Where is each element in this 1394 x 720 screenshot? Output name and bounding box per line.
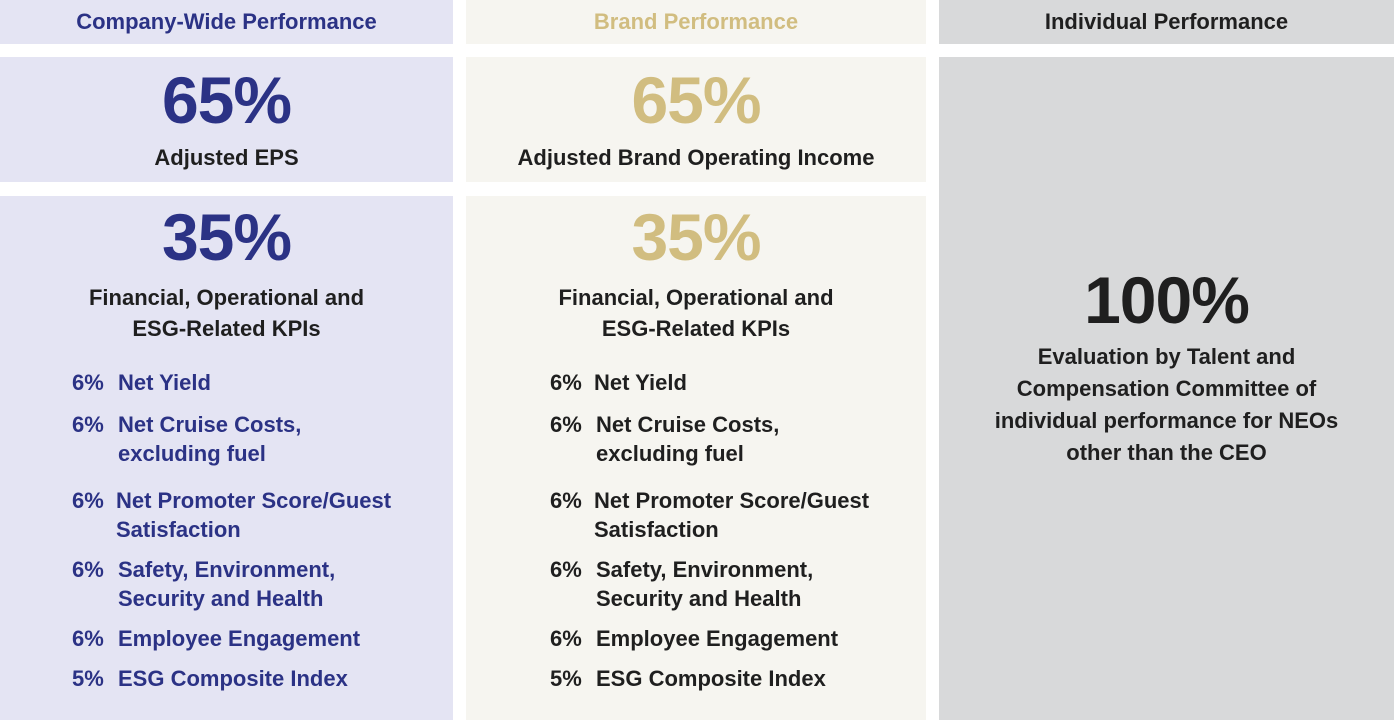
kpi-item: 6% Employee Engagement (550, 624, 838, 653)
kpi-pct: 6% (550, 626, 582, 651)
kpi-pct: 6% (72, 557, 104, 582)
kpi-item: 5% ESG Composite Index (72, 664, 348, 693)
kpi-item: 6% Safety, Environment, Security and Hea… (72, 555, 335, 613)
kpi-label: Net Cruise Costs, excluding fuel (596, 412, 780, 466)
kpi-item: 6% Net Yield (550, 368, 687, 397)
kpi-pct: 5% (72, 666, 104, 691)
kpi-item: 6% Net Cruise Costs, excluding fuel (550, 410, 779, 468)
company-wide-header: Company-Wide Performance (0, 0, 453, 44)
kpi-label: ESG Composite Index (596, 666, 826, 691)
kpi-label: Net Promoter Score/Guest Satisfaction (594, 488, 870, 542)
brand-primary-pct: 65% (631, 63, 761, 137)
kpi-label: Net Promoter Score/Guest Satisfaction (116, 488, 392, 542)
kpi-label: Employee Engagement (596, 626, 839, 651)
kpi-item: 6% Employee Engagement (72, 624, 360, 653)
brand-kpi-panel: 35% Financial, Operational and ESG-Relat… (466, 196, 926, 720)
kpi-item: 5% ESG Composite Index (550, 664, 826, 693)
company-primary-label: Adjusted EPS (154, 145, 299, 170)
company-primary-pct: 65% (161, 63, 292, 137)
kpi-item: 6% Net Yield (72, 368, 211, 397)
kpi-pct: 6% (72, 370, 104, 395)
company-secondary-pct: 35% (161, 200, 292, 274)
kpi-pct: 6% (72, 626, 104, 651)
kpi-pct: 5% (550, 666, 582, 691)
kpi-item: 6% Net Cruise Costs, excluding fuel (72, 410, 301, 468)
brand-primary-panel: 65% Adjusted Brand Operating Income (466, 57, 926, 182)
individual-label: Evaluation by Talent and Compensation Co… (994, 344, 1339, 465)
kpi-label: Net Yield (118, 370, 211, 395)
kpi-item: 6% Net Promoter Score/Guest Satisfaction (72, 486, 391, 544)
kpi-pct: 6% (550, 488, 582, 513)
individual-header: Individual Performance (939, 0, 1394, 44)
kpi-label: Employee Engagement (118, 626, 361, 651)
kpi-pct: 6% (72, 412, 104, 437)
kpi-label: Safety, Environment, Security and Health (596, 557, 814, 611)
kpi-pct: 6% (72, 488, 104, 513)
individual-pct: 100% (1084, 263, 1250, 337)
kpi-item: 6% Safety, Environment, Security and Hea… (550, 555, 813, 613)
brand-primary-label: Adjusted Brand Operating Income (517, 145, 875, 170)
brand-secondary-label: Financial, Operational and ESG-Related K… (558, 285, 834, 341)
kpi-pct: 6% (550, 412, 582, 437)
brand-secondary-pct: 35% (631, 200, 761, 274)
company-kpi-panel: 35% Financial, Operational and ESG-Relat… (0, 196, 453, 720)
kpi-pct: 6% (550, 557, 582, 582)
kpi-item: 6% Net Promoter Score/Guest Satisfaction (550, 486, 869, 544)
kpi-label: Net Cruise Costs, excluding fuel (118, 412, 302, 466)
company-secondary-label: Financial, Operational and ESG-Related K… (88, 285, 365, 341)
kpi-label: ESG Composite Index (118, 666, 348, 691)
kpi-pct: 6% (550, 370, 582, 395)
kpi-label: Safety, Environment, Security and Health (118, 557, 336, 611)
individual-panel: 100% Evaluation by Talent and Compensati… (939, 57, 1394, 720)
company-primary-panel: 65% Adjusted EPS (0, 57, 453, 182)
kpi-label: Net Yield (594, 370, 687, 395)
brand-header: Brand Performance (466, 0, 926, 44)
